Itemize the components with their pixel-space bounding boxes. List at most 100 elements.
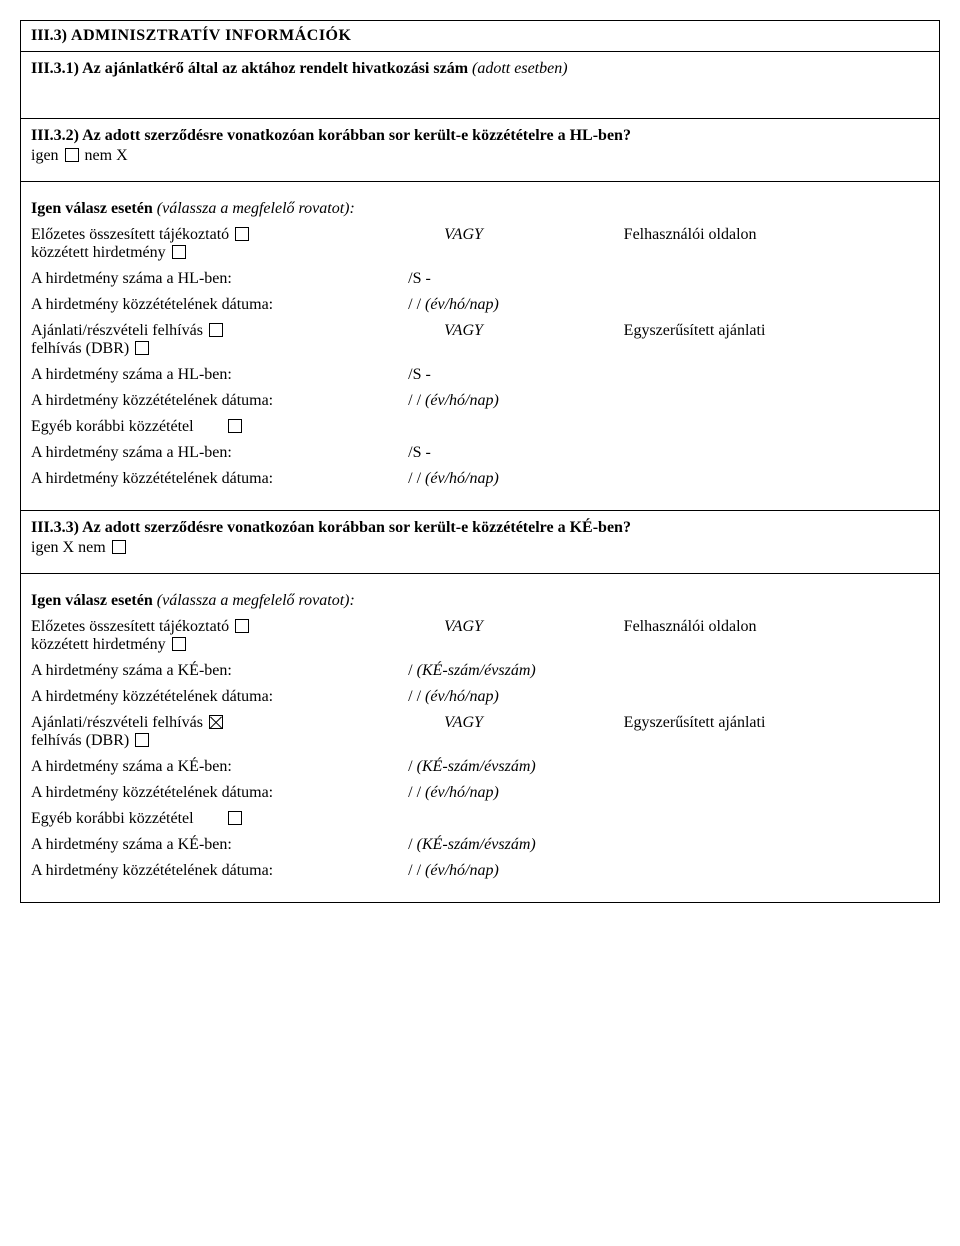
section-iii3-title: III.3) ADMINISZTRATÍV INFORMÁCIÓK [31,27,351,44]
ke-datum-suffix-1: (év/hó/nap) [425,688,499,705]
ajanlati-label-ke: Ajánlati/részvételi felhívás [31,714,207,731]
iii31-suffix: (adott esetben) [472,60,568,77]
felhasznaloi-label: Felhasználói oldalon [624,226,757,243]
elozetes-checkbox-ke[interactable] [235,619,249,633]
iii33-nem-checkbox[interactable] [112,540,126,554]
ajanlati-checkbox-ke[interactable] [209,715,223,729]
hl-szam-row-3: A hirdetmény száma a HL-ben: /S - [31,444,929,462]
hl-datum-val-2: / / [408,392,425,409]
hl-datum-row-1: A hirdetmény közzétételének dátuma: / / … [31,296,929,314]
ke-szam-val-2: / [408,758,416,775]
elozetes-label-ke: Előzetes összesített tájékoztató [31,618,233,635]
egyszerusitett-label: Egyszerűsített ajánlati [624,322,766,339]
title-prefix: III.3) [31,27,71,44]
kozzetett-label: közzétett hirdetmény [31,244,170,261]
ke-szam-label-2: A hirdetmény száma a KÉ-ben: [31,758,232,775]
egyszerusitett-label-ke: Egyszerűsített ajánlati [624,714,766,731]
admin-info-form: III.3) ADMINISZTRATÍV INFORMÁCIÓK III.3.… [20,20,940,903]
hl-datum-suffix-2: (év/hó/nap) [425,392,499,409]
egyeb-checkbox-ke[interactable] [228,811,242,825]
hl-szam-label-2: A hirdetmény száma a HL-ben: [31,366,232,383]
vagy-2: VAGY [444,322,483,339]
felhivas-dbr-checkbox-hl[interactable] [135,341,149,355]
felhivas-dbr-checkbox-ke[interactable] [135,733,149,747]
ke-datum-suffix-2: (év/hó/nap) [425,784,499,801]
hl-szam-row-1: A hirdetmény száma a HL-ben: /S - [31,270,929,288]
kozzetett-checkbox-ke[interactable] [172,637,186,651]
hl-szam-row-2: A hirdetmény száma a HL-ben: /S - [31,366,929,384]
ke-datum-row-2: A hirdetmény közzétételének dátuma: / / … [31,784,929,802]
hl-datum-suffix: (év/hó/nap) [425,296,499,313]
ke-datum-row-3: A hirdetmény közzétételének dátuma: / / … [31,862,929,880]
kozzetett-label-ke: közzétett hirdetmény [31,636,170,653]
ajanlati-row-hl: Ajánlati/részvételi felhívás felhívás (D… [31,322,929,358]
ajanlati-row-ke: Ajánlati/részvételi felhívás felhívás (D… [31,714,929,750]
iii32-title: III.3.2) Az adott szerződésre vonatkozóa… [31,127,631,144]
felhivas-dbr-label-ke: felhívás (DBR) [31,732,133,749]
section-iii3-header: III.3) ADMINISZTRATÍV INFORMÁCIÓK [21,21,939,52]
felhivas-dbr-label: felhívás (DBR) [31,340,133,357]
vagy-1: VAGY [444,226,483,243]
hl-datum-row-2: A hirdetmény közzétételének dátuma: / / … [31,392,929,410]
ke-datum-label-1: A hirdetmény közzétételének dátuma: [31,688,273,705]
ke-datum-suffix-3: (év/hó/nap) [425,862,499,879]
elozetes-checkbox-hl[interactable] [235,227,249,241]
hl-szam-label-3: A hirdetmény száma a HL-ben: [31,444,232,461]
ke-szam-suffix-3: (KÉ-szám/évszám) [417,836,536,853]
ke-datum-label-2: A hirdetmény közzétételének dátuma: [31,784,273,801]
section-iii31: III.3.1) Az ajánlatkérő által az aktához… [21,52,939,119]
igen-valasz-prefix: Igen válasz esetén [31,200,157,217]
vagy-3: VAGY [444,618,483,635]
ke-datum-val-2: / / [408,784,425,801]
iii31-title: III.3.1) Az ajánlatkérő által az aktához… [31,60,472,77]
egyeb-label-ke: Egyéb korábbi közzététel [31,810,194,827]
felhasznaloi-label-ke: Felhasználói oldalon [624,618,757,635]
iii33-title: III.3.3) Az adott szerződésre vonatkozóa… [31,519,631,536]
section-iii32-question: III.3.2) Az adott szerződésre vonatkozóa… [21,119,939,182]
hl-datum-label: A hirdetmény közzétételének dátuma: [31,296,273,313]
ke-szam-val-3: / [408,836,416,853]
ke-szam-val-1: / [408,662,416,679]
hl-szam-val: /S - [408,270,431,287]
hl-szam-val-2: /S - [408,366,431,383]
kozzetett-checkbox-hl[interactable] [172,245,186,259]
ke-szam-suffix-1: (KÉ-szám/évszám) [417,662,536,679]
iii32-igen-label: igen [31,147,63,164]
hl-datum-suffix-3: (év/hó/nap) [425,470,499,487]
ajanlati-checkbox-hl[interactable] [209,323,223,337]
hl-datum-label-2: A hirdetmény közzétételének dátuma: [31,392,273,409]
egyeb-row-hl: Egyéb korábbi közzététel [31,418,929,436]
igen-valasz-suffix: (válassza a megfelelő rovatot): [157,200,355,217]
ke-szam-row-2: A hirdetmény száma a KÉ-ben: / (KÉ-szám/… [31,758,929,776]
ke-datum-label-3: A hirdetmény közzétételének dátuma: [31,862,273,879]
iii32-nem-label: nem X [81,147,128,164]
iii32-igen-checkbox[interactable] [65,148,79,162]
ke-szam-suffix-2: (KÉ-szám/évszám) [417,758,536,775]
ke-datum-val-3: / / [408,862,425,879]
hl-datum-label-3: A hirdetmény közzétételének dátuma: [31,470,273,487]
section-iii33-body: Igen válasz esetén (válassza a megfelelő… [21,574,939,902]
hl-szam-label: A hirdetmény száma a HL-ben: [31,270,232,287]
ajanlati-label: Ajánlati/részvételi felhívás [31,322,207,339]
egyeb-row-ke: Egyéb korábbi közzététel [31,810,929,828]
egyeb-label: Egyéb korábbi közzététel [31,418,194,435]
hl-datum-row-3: A hirdetmény közzétételének dátuma: / / … [31,470,929,488]
iii33-igen-label: igen X nem [31,539,110,556]
title-caps: ADMINISZTRATÍV INFORMÁCIÓK [71,27,351,44]
section-iii32-body: Igen válasz esetén (válassza a megfelelő… [21,182,939,511]
ke-datum-val-1: / / [408,688,425,705]
ke-szam-row-1: A hirdetmény száma a KÉ-ben: / (KÉ-szám/… [31,662,929,680]
igen-valasz-prefix-2: Igen válasz esetén [31,592,157,609]
igen-valasz-suffix-2: (válassza a megfelelő rovatot): [157,592,355,609]
egyeb-checkbox-hl[interactable] [228,419,242,433]
elozetes-row-hl: Előzetes összesített tájékoztató közzéte… [31,226,929,262]
elozetes-label: Előzetes összesített tájékoztató [31,226,233,243]
hl-szam-val-3: /S - [408,444,431,461]
vagy-4: VAGY [444,714,483,731]
ke-szam-label-3: A hirdetmény száma a KÉ-ben: [31,836,232,853]
ke-datum-row-1: A hirdetmény közzétételének dátuma: / / … [31,688,929,706]
elozetes-row-ke: Előzetes összesített tájékoztató közzéte… [31,618,929,654]
ke-szam-label-1: A hirdetmény száma a KÉ-ben: [31,662,232,679]
hl-datum-val: / / [408,296,425,313]
ke-szam-row-3: A hirdetmény száma a KÉ-ben: / (KÉ-szám/… [31,836,929,854]
